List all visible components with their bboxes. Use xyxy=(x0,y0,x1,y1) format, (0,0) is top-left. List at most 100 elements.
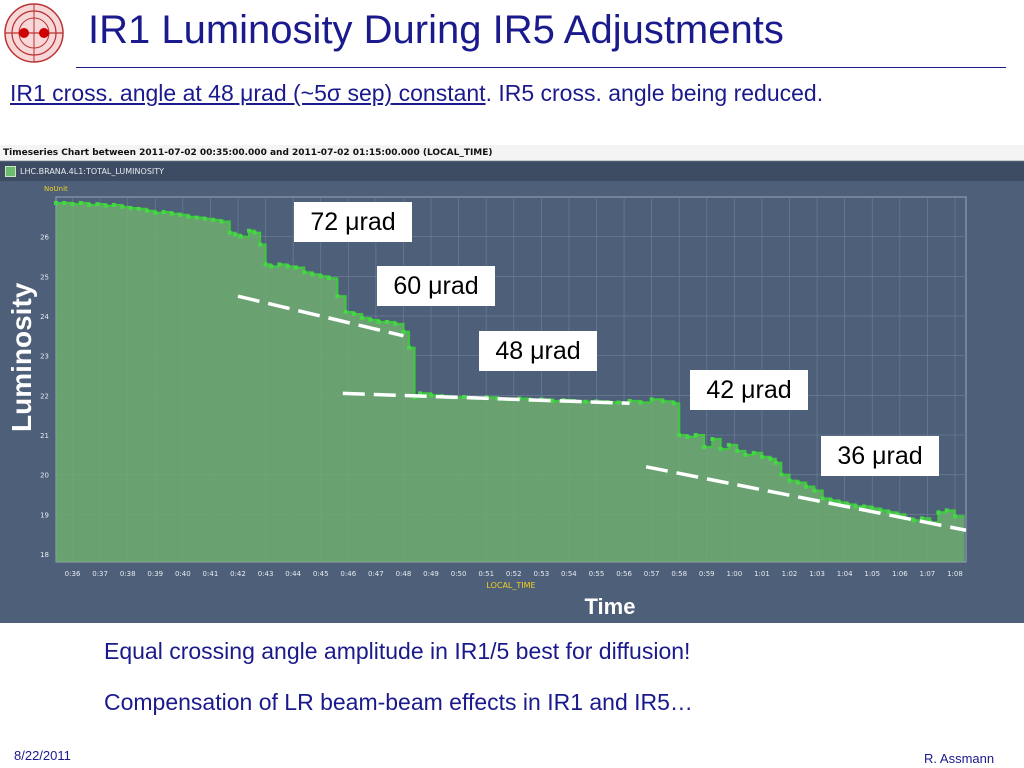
data-point xyxy=(111,202,116,207)
data-point xyxy=(743,452,748,457)
data-point xyxy=(233,232,238,237)
data-point xyxy=(660,399,665,404)
data-point xyxy=(393,321,398,326)
data-point xyxy=(169,211,174,216)
trend-line xyxy=(342,391,630,406)
angle-label-60: 60 μrad xyxy=(377,266,495,306)
x-tick-label: 1:04 xyxy=(837,570,853,578)
data-point xyxy=(944,508,949,513)
x-tick-label: 0:58 xyxy=(671,570,687,578)
x-tick-label: 0:50 xyxy=(451,570,467,578)
data-point xyxy=(952,514,957,519)
data-point xyxy=(820,496,825,501)
y-tick-label: 24 xyxy=(40,313,49,321)
title-divider xyxy=(76,67,1006,68)
data-point xyxy=(277,262,282,267)
data-point xyxy=(202,216,207,221)
data-point xyxy=(462,394,467,399)
data-point xyxy=(153,210,158,215)
data-point xyxy=(161,210,166,215)
data-point xyxy=(726,442,731,447)
data-point xyxy=(252,230,257,235)
legend-swatch xyxy=(5,166,16,177)
data-point xyxy=(335,294,340,299)
data-point xyxy=(837,500,842,505)
x-tick-label: 0:54 xyxy=(561,570,577,578)
data-point xyxy=(211,218,216,223)
x-tick-label: 0:48 xyxy=(396,570,412,578)
data-point xyxy=(804,484,809,489)
data-point xyxy=(878,508,883,513)
bullet-2: Compensation of LR beam-beam effects in … xyxy=(104,689,693,715)
data-point xyxy=(327,276,331,281)
data-point xyxy=(693,433,698,438)
luminosity-area xyxy=(56,202,965,562)
y-tick-label: 18 xyxy=(40,551,49,559)
x-tick-label: 0:49 xyxy=(423,570,439,578)
x-tick-label: 0:40 xyxy=(175,570,191,578)
slide-title: IR1 Luminosity During IR5 Adjustments xyxy=(88,8,784,52)
x-tick-label: 0:39 xyxy=(147,570,163,578)
data-point xyxy=(550,398,555,403)
x-tick-label: 0:43 xyxy=(258,570,274,578)
data-point xyxy=(677,433,682,438)
footer-author: R. Assmann xyxy=(924,751,995,766)
subtitle-underlined: IR1 cross. angle at 48 μrad (~5σ sep) co… xyxy=(10,80,486,106)
data-point xyxy=(194,215,199,220)
data-point xyxy=(128,206,133,211)
y-tick-label: 23 xyxy=(40,353,49,361)
data-point xyxy=(936,510,941,515)
x-tick-label: 0:56 xyxy=(616,570,632,578)
x-tick-label: 1:00 xyxy=(726,570,742,578)
data-point xyxy=(343,310,348,315)
data-point xyxy=(219,219,224,224)
data-point xyxy=(227,230,232,235)
data-point xyxy=(62,200,67,205)
data-point xyxy=(779,472,784,477)
lhc-logo xyxy=(4,3,64,63)
data-point xyxy=(627,398,632,403)
data-point xyxy=(368,317,373,322)
data-point xyxy=(895,512,900,517)
y-tick-label: 26 xyxy=(40,234,49,242)
data-point xyxy=(376,319,381,324)
x-tick-label: 0:59 xyxy=(699,570,715,578)
y-unit-label: NoUnit xyxy=(44,185,68,193)
slide-subtitle: IR1 cross. angle at 48 μrad (~5σ sep) co… xyxy=(10,80,823,107)
bullet-1: Equal crossing angle amplitude in IR1/5 … xyxy=(104,638,691,664)
data-point xyxy=(911,518,916,523)
data-point xyxy=(54,200,58,205)
data-point xyxy=(787,478,792,483)
x-tick-label: 0:52 xyxy=(506,570,522,578)
data-point xyxy=(145,208,149,213)
trend-line xyxy=(645,465,967,532)
x-tick-label: 1:08 xyxy=(947,570,963,578)
data-point xyxy=(685,435,690,440)
x-tick-label: 0:53 xyxy=(533,570,549,578)
x-tick-label: 0:46 xyxy=(340,570,356,578)
data-point xyxy=(429,393,434,398)
data-point xyxy=(418,391,422,396)
data-point xyxy=(406,345,411,350)
data-point xyxy=(735,448,740,453)
y-tick-label: 22 xyxy=(40,392,49,400)
data-point xyxy=(136,206,141,211)
y-tick-label: 21 xyxy=(40,432,49,440)
y-tick-label: 19 xyxy=(40,511,49,519)
x-tick-label: 0:41 xyxy=(203,570,219,578)
timeseries-header: Timeseries Chart between 2011-07-02 00:3… xyxy=(0,145,1024,161)
x-tick-label: 1:05 xyxy=(864,570,880,578)
data-point xyxy=(773,460,778,465)
data-point xyxy=(258,242,263,247)
subtitle-rest: . IR5 cross. angle being reduced. xyxy=(485,80,824,106)
data-point xyxy=(78,200,83,205)
timeseries-legend: LHC.BRANA.4L1:TOTAL_LUMINOSITY xyxy=(0,162,1024,181)
x-tick-label: 0:36 xyxy=(65,570,81,578)
data-point xyxy=(583,399,588,404)
angle-label-72: 72 μrad xyxy=(294,202,412,242)
data-point xyxy=(919,516,924,521)
x-tick-label: 1:07 xyxy=(920,570,936,578)
data-point xyxy=(302,270,307,275)
data-point xyxy=(812,488,817,493)
data-point xyxy=(638,400,643,405)
